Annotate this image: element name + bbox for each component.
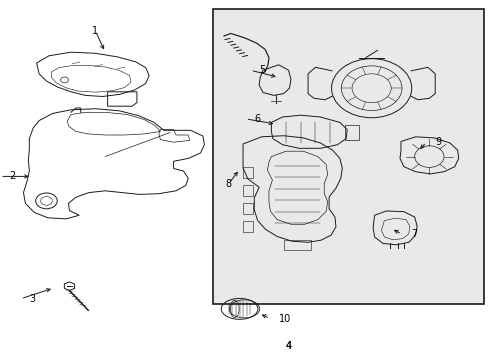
Bar bbox=[243, 221, 252, 232]
Bar bbox=[243, 203, 252, 214]
Bar bbox=[283, 240, 310, 250]
Text: 6: 6 bbox=[254, 114, 260, 124]
Bar bbox=[212, 9, 483, 304]
Text: 5: 5 bbox=[259, 65, 265, 75]
Text: 9: 9 bbox=[434, 137, 441, 147]
Text: 4: 4 bbox=[285, 341, 291, 351]
Text: 2: 2 bbox=[9, 171, 15, 181]
Text: 1: 1 bbox=[92, 26, 98, 36]
Text: 8: 8 bbox=[225, 179, 231, 189]
Bar bbox=[344, 125, 359, 140]
Bar bbox=[243, 167, 252, 178]
Text: 10: 10 bbox=[278, 314, 290, 324]
Text: 4: 4 bbox=[285, 341, 291, 351]
Bar bbox=[243, 185, 252, 196]
Text: 3: 3 bbox=[29, 294, 36, 304]
Text: 7: 7 bbox=[410, 229, 416, 239]
